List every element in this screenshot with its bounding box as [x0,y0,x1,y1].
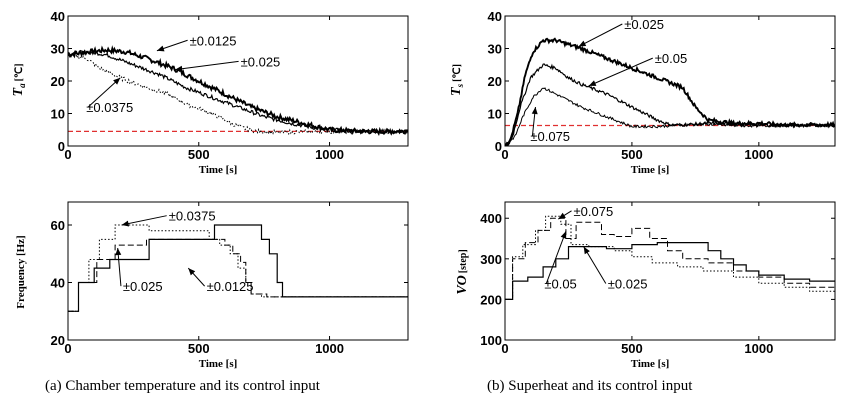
y-axis-label-main: Frequency [Hz] [15,235,27,308]
y-tick-label: 10 [51,107,65,122]
annotation-arrowhead [578,40,587,47]
chart-b-top: 0 500 1000 0 10 20 30 40 Time [s] Ts[℃] ±0.025 ±0.0… [449,9,836,176]
annotation-label: ±0.075 [530,129,570,144]
annotation-arrowhead [531,107,538,115]
y-axis-label-unit: [℃] [14,64,25,82]
y-axis-label-unit: [℃] [452,64,463,82]
y-axis-label-main: T [449,86,464,96]
x-tick-label: 1000 [315,341,344,356]
caption-a: (a) Chamber temperature and its control … [45,378,320,394]
annotation-label: ±0.025 [123,279,163,294]
y-axis-label-subscript: s [455,83,465,88]
y-tick-label: 100 [480,333,502,348]
y-tick-label: 60 [51,218,65,233]
y-tick-label: 0 [495,139,502,154]
y-tick-label: 30 [488,42,502,57]
x-tick-label: 0 [64,341,71,356]
annotation-label: ±0.0125 [207,279,254,294]
y-tick-label: 20 [51,74,65,89]
x-tick-label: 1000 [744,341,773,356]
series-line-2 [68,49,408,135]
x-axis-label: Time [s] [631,358,670,370]
y-tick-label: 0 [58,139,65,154]
y-axis-label: Ts[℃] [449,64,465,96]
annotation-label: ±0.0375 [169,209,216,224]
annotation-label: ±0.025 [624,17,664,32]
series-line-1 [505,242,835,300]
caption-b: (b) Superheat and its control input [487,378,693,394]
x-tick-label: 0 [64,147,71,162]
y-tick-label: 20 [488,74,502,89]
annotation-arrow-line [588,57,653,87]
annotation-arrowhead [558,212,566,220]
x-tick-label: 500 [621,341,643,356]
x-tick-label: 1000 [744,147,773,162]
annotation-label: ±0.05 [655,51,687,66]
annotation-label: ±0.0375 [86,100,133,115]
annotation-arrowhead [175,65,183,72]
y-axis-label: VO [step] [455,249,470,294]
annotation-arrowhead [113,77,121,85]
y-tick-label: 10 [488,107,502,122]
series-line-2 [68,238,408,312]
y-tick-label: 300 [480,252,502,267]
annotation-arrow-line [545,231,567,284]
series-line-2 [505,217,835,300]
series-line-3 [68,224,408,312]
annotation-arrowhead [121,220,130,227]
x-tick-label: 1000 [315,147,344,162]
x-axis-label: Time [s] [199,358,238,370]
annotation-arrowhead [560,231,567,239]
chart-b-bottom: 0 500 1000 100 200 300 400 Time [s] VO [step] ±0.0… [455,201,836,370]
axes-frame [67,201,409,341]
annotation-arrowhead [583,246,590,255]
annotation-label: ±0.05 [544,276,576,291]
y-tick-label: 400 [480,211,502,226]
y-axis-label-subscript: a [17,83,27,88]
annotation-label: ±0.025 [608,276,648,291]
annotation-arrow-line [121,215,167,226]
annotation-arrow-line [578,23,623,47]
annotation-arrowhead [156,45,165,52]
y-tick-label: 200 [480,292,502,307]
annotation-arrow-line [87,77,121,108]
series-line-3 [505,215,835,300]
series-line-1 [68,224,408,312]
y-tick-label: 30 [51,42,65,57]
y-tick-label: 20 [51,333,65,348]
annotation-label: ±0.075 [574,204,614,219]
annotation-arrowhead [115,248,122,256]
y-tick-label: 40 [51,9,65,24]
series-line-3 [505,87,835,146]
y-axis-label: Ta[℃] [11,64,27,97]
series-line-3 [68,52,408,136]
y-axis-label-unit: [step] [458,249,469,273]
y-tick-label: 40 [488,9,502,24]
annotation-arrowhead [188,268,196,276]
series-line-1 [68,45,408,136]
y-axis-label: Frequency [Hz] [15,235,27,308]
x-axis-label: Time [s] [631,164,670,176]
y-axis-label-main: VO [455,275,470,294]
annotation-label: ±0.0125 [190,33,237,48]
axes-frame [504,201,836,341]
chart-a-top: 0 500 1000 0 10 20 30 40 Time [s] Ta[℃] ±0.0125 ±0.… [11,9,409,176]
x-tick-label: 500 [188,147,210,162]
y-axis-label-main: T [11,86,26,96]
annotation-label: ±0.025 [241,54,281,69]
annotation-arrowhead [588,80,597,86]
y-tick-label: 40 [51,276,65,291]
chart-a-bottom: 0 500 1000 20 40 60 Time [s] Frequency [Hz] ±0.0… [15,201,409,370]
series-line-2 [505,63,835,146]
annotation-arrow-line [175,60,239,71]
x-tick-label: 500 [621,147,643,162]
axes-frame [67,15,409,147]
x-tick-label: 0 [501,341,508,356]
x-axis-label: Time [s] [199,164,238,176]
x-tick-label: 500 [188,341,210,356]
annotation-arrow-line [583,246,607,284]
x-tick-label: 0 [501,147,508,162]
